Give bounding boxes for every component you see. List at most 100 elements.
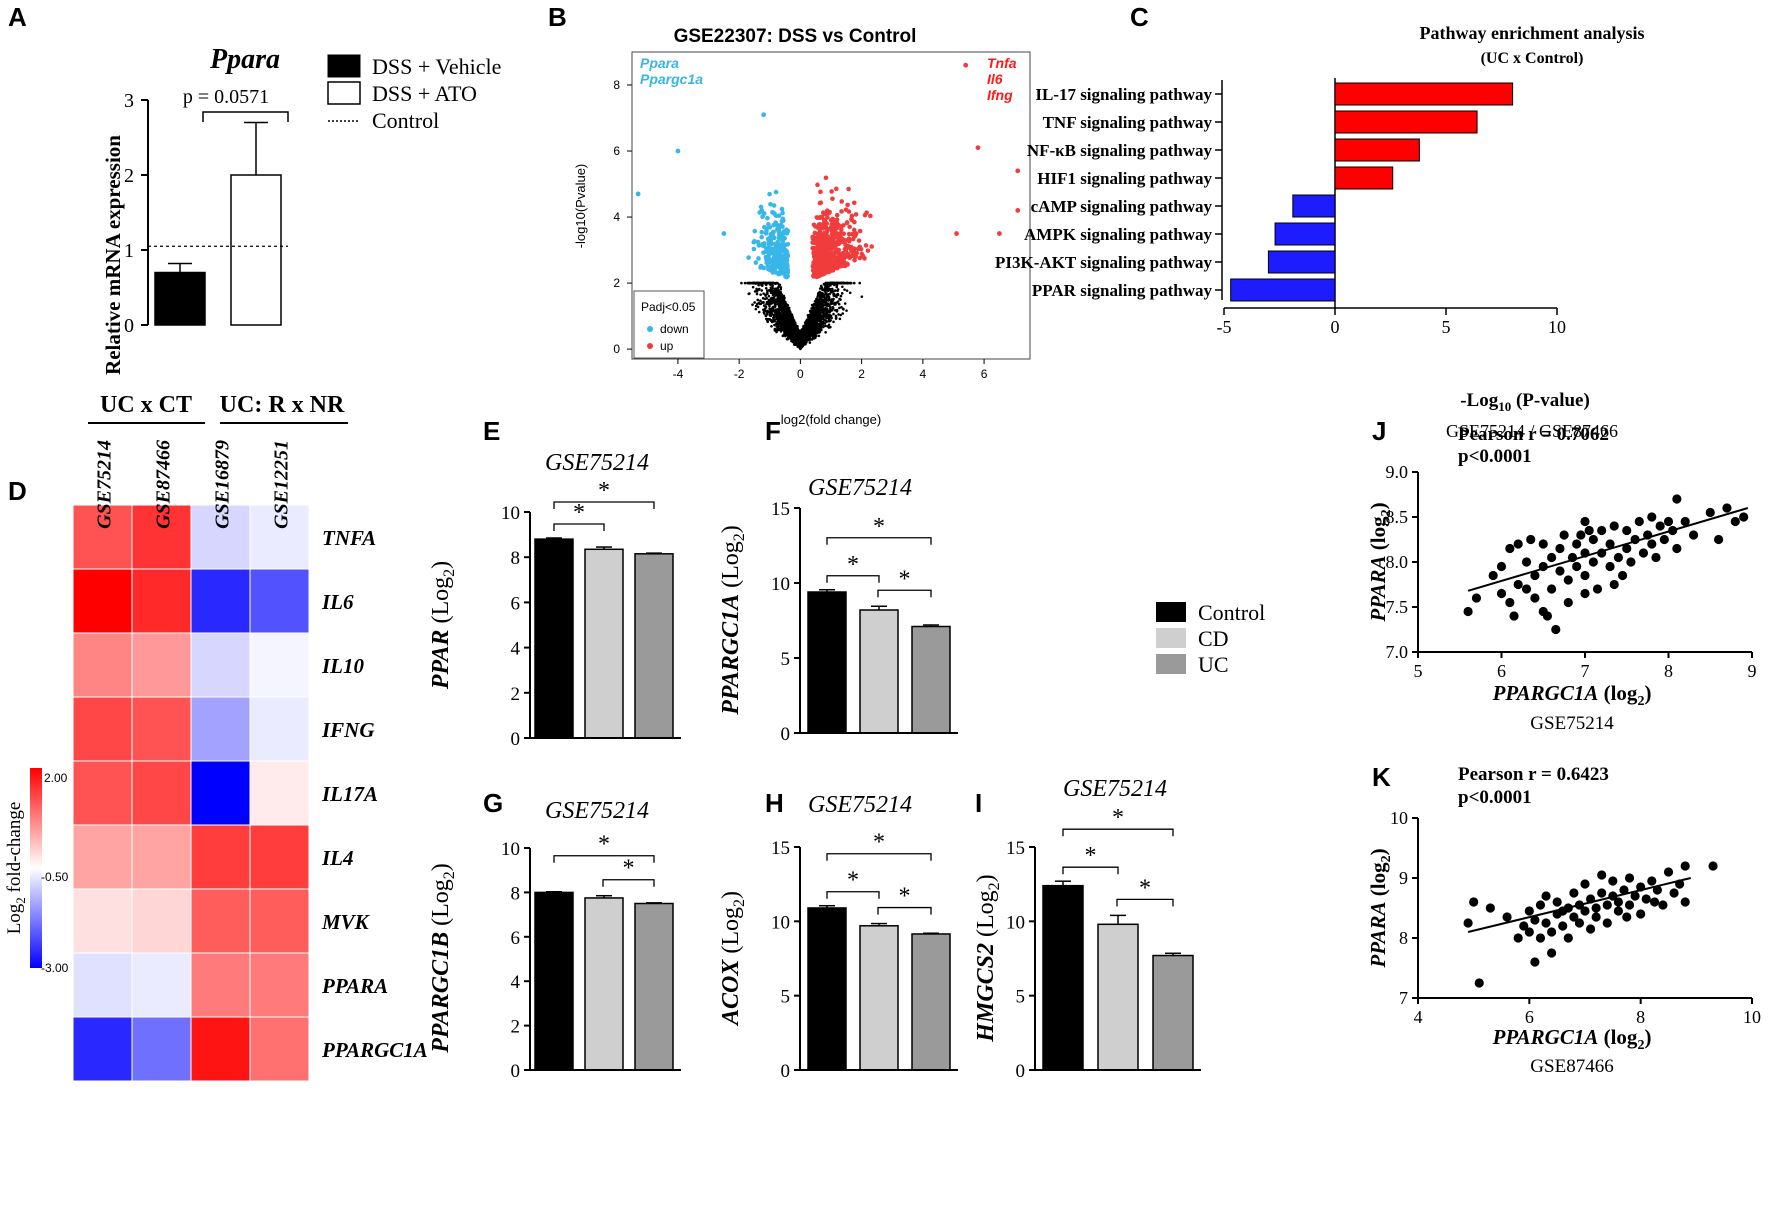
volcano-point-down (761, 250, 766, 255)
panel-h: H GSE75214 ACOX (Log2) 0 5 10 15 * * * (718, 788, 958, 1082)
group-bar (911, 933, 951, 1071)
volcano-point-down (760, 241, 765, 247)
volcano-point-ns (819, 302, 823, 306)
volcano-point-up (851, 200, 857, 206)
volcano-point-ns (810, 311, 813, 315)
volcano-point-down (784, 231, 790, 236)
heatmap-group2-label: UC: R x NR (220, 392, 345, 418)
panel-a-legend: DSS + Vehicle DSS + ATO Control (327, 54, 501, 133)
scatter-point (1597, 888, 1607, 898)
volcano-point-ns (827, 323, 831, 327)
volcano-point-ns (814, 317, 817, 321)
volcano-point-ns (796, 330, 800, 334)
scatter-point (1580, 906, 1590, 916)
volcano-point-ns (801, 328, 805, 332)
volcano-point-ns (819, 300, 822, 303)
volcano-point-ns (827, 304, 831, 307)
volcano-point-up (820, 255, 825, 260)
ylabel-close: ) (718, 525, 744, 533)
volcano-point-ns (808, 325, 811, 328)
panel-a-axes: 0 1 2 3 (124, 90, 288, 337)
volcano-point-ns (840, 305, 843, 309)
bar-ytick-label: 4 (511, 639, 521, 660)
heatmap-cell (249, 504, 310, 570)
volcano-point-ns (841, 312, 845, 315)
scatter-point (1572, 561, 1582, 572)
scatter-point (1463, 918, 1473, 928)
panel-c-xtick-label: 10 (1548, 317, 1566, 337)
volcano-point-ns (846, 281, 849, 285)
volcano-point-down (776, 251, 781, 257)
volcano-point-ns (785, 315, 789, 318)
volcano-point-down (776, 227, 782, 233)
volcano-point-ns (808, 331, 811, 334)
colorbar-label: Log2 fold-change (4, 802, 28, 935)
volcano-point-ns (839, 294, 843, 298)
volcano-point-ns (818, 304, 821, 307)
ylabel-gene: PPARGC1A (718, 594, 744, 716)
volcano-point-ns (774, 314, 778, 318)
colorbar-label-main: Log (4, 903, 25, 934)
panel-label-i: I (975, 788, 982, 818)
volcano-point-ns (760, 289, 764, 292)
panel-b-xtick-label: 4 (920, 367, 927, 381)
volcano-point-ns (801, 344, 805, 348)
volcano-point-up (1015, 208, 1021, 213)
scatter-point (1538, 539, 1548, 549)
volcano-point-ns (782, 309, 785, 313)
volcano-point-ns (777, 325, 781, 328)
volcano-point-ns (830, 281, 834, 285)
volcano-point-ns (772, 319, 775, 323)
scatter-point (1563, 575, 1573, 585)
scatter-point (1647, 539, 1657, 549)
significance-star: * (598, 832, 610, 858)
scatter-point (1524, 927, 1534, 937)
volcano-point-ns (776, 299, 780, 302)
colorbar-label-sub: 2 (13, 897, 28, 904)
panel-c-title: Pathway enrichment analysis (1420, 23, 1645, 43)
bar-ytick-label: 2 (511, 1017, 521, 1038)
scatter-caption: GSE87466 (1530, 1056, 1613, 1077)
ylabel-close: ) (973, 874, 999, 882)
volcano-point-down (753, 260, 759, 265)
volcano-point-ns (783, 325, 786, 329)
volcano-point-ns (812, 306, 815, 309)
significance-star: * (1112, 805, 1124, 831)
volcano-point-ns (845, 289, 849, 292)
scatter-point (1524, 906, 1534, 916)
fit-line (1467, 877, 1692, 933)
volcano-point-up (821, 261, 827, 266)
volcano-point-up (1015, 168, 1021, 174)
volcano-point-down (763, 245, 769, 251)
volcano-point-ns (829, 301, 832, 305)
volcano-point-ns (773, 323, 776, 327)
panel-a-ylabel: Relative mRNA expression (101, 135, 125, 375)
volcano-point-ns (778, 291, 781, 295)
volcano-point-up (827, 236, 832, 242)
scatter-point (1584, 525, 1594, 536)
volcano-point-ns (757, 288, 761, 291)
scatter-xtick-label: 6 (1497, 661, 1506, 681)
panel-a-bar (154, 271, 206, 326)
volcano-point-ns (769, 286, 773, 290)
scatter-point (1551, 624, 1561, 635)
bar-ytick-label: 15 (771, 838, 790, 859)
scatter-point (1714, 534, 1724, 545)
volcano-point-up (840, 239, 845, 245)
scatter-xtick-label: 4 (1414, 1007, 1423, 1027)
panel-a-pvalue: p = 0.0571 (183, 86, 269, 108)
panel-b-xtick-label: 2 (858, 367, 865, 381)
volcano-point-down (752, 228, 758, 234)
panel-c-xlabel-tail: (P-value) (1511, 390, 1590, 411)
volcano-point-ns (798, 341, 802, 344)
scatter-point (1563, 933, 1573, 943)
volcano-point-ns (832, 297, 835, 301)
significance-star: * (847, 868, 859, 894)
scatter-point (1613, 897, 1623, 907)
scatter-point (1672, 543, 1682, 554)
volcano-point-ns (832, 312, 835, 316)
significance-star: * (1139, 875, 1151, 901)
heatmap-cell (249, 952, 310, 1018)
significance-bracket (553, 501, 655, 509)
scatter-point (1663, 867, 1674, 877)
